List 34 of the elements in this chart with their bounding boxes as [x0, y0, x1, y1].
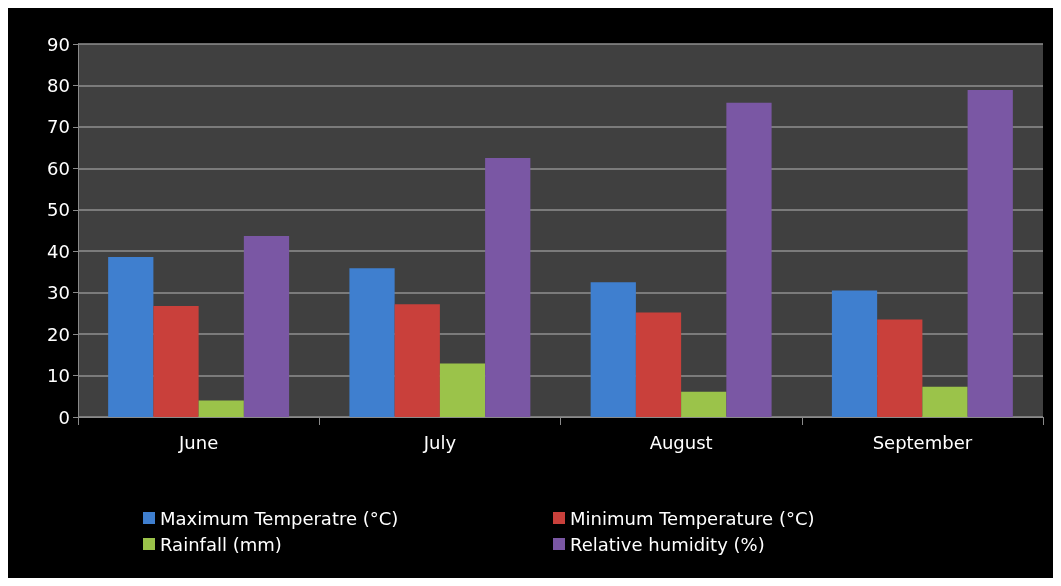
bar: [877, 319, 923, 417]
y-tick-label: 50: [47, 199, 70, 221]
y-tick-label: 60: [47, 157, 70, 179]
legend-label: Rainfall (mm): [160, 533, 282, 555]
bar: [967, 90, 1013, 417]
x-tick-label: July: [422, 431, 457, 453]
y-tick-label: 80: [47, 74, 70, 96]
y-tick-label: 70: [47, 116, 70, 138]
bar: [681, 391, 727, 417]
bar: [108, 257, 154, 417]
bar: [485, 157, 531, 417]
y-tick-label: 90: [47, 33, 70, 55]
bar: [726, 102, 772, 417]
bar: [243, 235, 290, 417]
y-tick-label: 20: [47, 323, 70, 345]
bar: [198, 400, 244, 417]
legend-label: Maximum Temperatre (°C): [160, 507, 399, 529]
x-tick-label: June: [178, 431, 219, 453]
bar: [439, 363, 486, 417]
bar: [635, 312, 682, 417]
bar: [394, 304, 440, 417]
x-tick-label: August: [649, 431, 713, 453]
y-tick-label: 30: [47, 282, 70, 304]
bar: [831, 290, 878, 417]
y-tick-label: 10: [47, 365, 70, 387]
x-tick-label: September: [872, 431, 973, 453]
bar: [922, 386, 968, 417]
bar: [153, 305, 199, 417]
y-tick-label: 0: [58, 406, 70, 428]
bar: [590, 282, 636, 417]
y-tick-label: 40: [47, 240, 70, 262]
bar: [349, 268, 395, 417]
legend-label: Minimum Temperature (°C): [570, 507, 815, 529]
legend-label: Relative humidity (%): [570, 533, 765, 555]
